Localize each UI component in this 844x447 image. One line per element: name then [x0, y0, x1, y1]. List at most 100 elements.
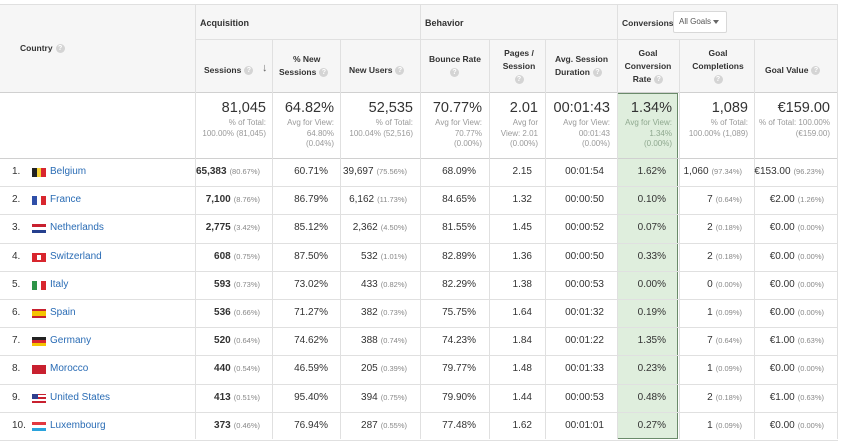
col-pages-label-2: Session: [502, 61, 536, 71]
col-goal-value-label: Goal Value: [765, 65, 809, 75]
cell-value: 1.84: [512, 335, 532, 347]
col-sessions[interactable]: Sessions? ↓: [204, 62, 268, 116]
cell-duration: 00:00:50: [565, 251, 604, 262]
divider: [489, 40, 490, 439]
cell-percent: (0.46%): [233, 420, 260, 430]
total-new-sessions-sub-1: Avg for View:: [287, 118, 334, 127]
col-country[interactable]: Country?: [20, 42, 65, 94]
col-goal-conversion-rate[interactable]: Goal Conversion Rate?: [620, 47, 676, 99]
cell-sessions: 7,100 (8.76%): [206, 194, 260, 205]
col-gcr-label-2: Conversion: [624, 61, 672, 71]
cell-value: 2.15: [512, 166, 532, 177]
cell-duration: 00:01:32: [565, 307, 604, 318]
total-avg-duration-sub: Avg for View: 00:01:43 (0.00%): [563, 118, 610, 150]
total-goal-value-sub-2: (€159.00): [795, 128, 830, 138]
cell-value: 86.79%: [294, 194, 328, 206]
cell-value: 77.48%: [442, 419, 476, 431]
cell-percent: (0.75%): [380, 392, 407, 402]
cell-value: 79.77%: [442, 363, 476, 375]
switzerland-flag-icon: [32, 252, 46, 262]
country-link[interactable]: Spain: [50, 307, 76, 318]
cell-value: 7,100: [205, 194, 231, 206]
col-bounce-rate[interactable]: Bounce Rate?: [429, 53, 487, 105]
row-index: 3.: [12, 222, 21, 234]
help-icon[interactable]: ?: [395, 66, 405, 76]
morocco-flag-icon: [32, 365, 46, 375]
cell-value: 82.29%: [442, 278, 476, 290]
cell-gcr: 1.35%: [638, 335, 666, 346]
cell-value: 00:01:01: [565, 419, 604, 431]
cell-value: 6,162: [349, 194, 375, 206]
cell-new-users: 287 (0.55%): [361, 420, 407, 431]
col-completions-label-1: Goal: [708, 48, 728, 58]
cell-value: 84.65%: [442, 194, 476, 206]
total-new-sessions-sub: Avg for View: 64.80% (0.04%): [287, 118, 334, 150]
row-index: 4.: [12, 250, 21, 262]
col-completions-label-2: Completions: [692, 61, 744, 71]
total-completions-sub-2: 100.00% (1,089): [688, 128, 748, 138]
cell-percent: (0.64%): [233, 336, 260, 346]
cell-value: 1,060: [683, 166, 709, 177]
country-link[interactable]: Germany: [50, 335, 92, 347]
cell-value: 73.02%: [294, 278, 328, 290]
cell-value: 2: [707, 250, 713, 262]
help-icon[interactable]: ?: [713, 75, 723, 85]
chevron-down-icon: [713, 20, 719, 24]
cell-value: 0.27%: [637, 419, 666, 431]
country-link[interactable]: Netherlands: [50, 222, 104, 234]
cell-value: 00:00:53: [565, 278, 604, 290]
col-new-users[interactable]: New Users?: [349, 64, 405, 116]
cell-value: 00:00:50: [565, 250, 604, 262]
country-link[interactable]: Luxembourg: [50, 419, 106, 431]
cell-new-sessions: 85.12%: [294, 222, 328, 233]
col-new-users-label: New Users: [349, 65, 393, 75]
total-new-sessions-sub-2: 64.80%: [306, 128, 334, 138]
cell-duration: 00:01:33: [565, 363, 604, 374]
cell-pages: 1.48: [513, 363, 532, 374]
cell-value: 205: [361, 363, 378, 375]
country-link[interactable]: Italy: [50, 278, 69, 290]
total-pages-session-sub: Avg for View: 2.01 (0.00%): [501, 118, 538, 150]
col-avg-session-duration[interactable]: Avg. Session Duration?: [555, 53, 608, 105]
cell-percent: (0.18%): [715, 392, 742, 402]
cell-percent: (0.00%): [797, 279, 824, 289]
goals-dropdown[interactable]: All Goals: [673, 11, 727, 33]
cell-percent: (0.00%): [797, 223, 824, 233]
cell-percent: (0.63%): [797, 336, 824, 346]
divider: [195, 39, 838, 40]
col-goal-completions[interactable]: Goal Completions?: [686, 47, 750, 99]
cell-new-users: 2,362 (4.50%): [353, 222, 407, 233]
help-icon[interactable]: ?: [55, 44, 65, 54]
cell-value: 7: [707, 194, 713, 206]
country-link[interactable]: Morocco: [50, 363, 89, 375]
help-icon[interactable]: ?: [514, 75, 524, 85]
cell-completions: 1 (0.09%): [707, 363, 742, 374]
cell-percent: (0.73%): [380, 308, 407, 317]
cell-value: 00:01:54: [565, 166, 604, 177]
country-link[interactable]: Belgium: [50, 166, 87, 177]
total-duration-sub-1: Avg for View:: [563, 118, 610, 127]
cell-bounce: 81.55%: [442, 222, 476, 233]
help-icon[interactable]: ?: [811, 66, 821, 76]
total-duration-sub-2: 00:01:43: [578, 128, 610, 138]
help-icon[interactable]: ?: [244, 66, 254, 76]
col-goal-value[interactable]: Goal Value?: [765, 64, 821, 116]
col-gcr-label-3: Rate: [632, 74, 652, 84]
cell-new-sessions: 46.59%: [294, 363, 328, 374]
col-new-sessions[interactable]: % New Sessions?: [279, 53, 329, 105]
col-pages-session[interactable]: Pages / Session?: [500, 47, 538, 99]
country-link[interactable]: France: [50, 194, 82, 206]
country-link[interactable]: United States: [50, 391, 111, 403]
row-divider: [0, 186, 838, 188]
help-icon[interactable]: ?: [592, 68, 602, 78]
help-icon[interactable]: ?: [319, 68, 329, 78]
spain-flag-icon: [32, 309, 46, 318]
table-row: 5. Italy 593 (0.73%) 73.02% 433 (0.82%) 82.29% 1…: [0, 272, 838, 300]
cell-duration: 00:00:53: [565, 392, 604, 403]
cell-percent: (0.63%): [797, 392, 824, 402]
help-icon[interactable]: ?: [654, 75, 664, 85]
cell-new-users: 205 (0.39%): [361, 363, 407, 374]
country-link[interactable]: Switzerland: [50, 250, 102, 262]
sort-descending-icon[interactable]: ↓: [262, 62, 268, 74]
help-icon[interactable]: ?: [450, 68, 459, 78]
